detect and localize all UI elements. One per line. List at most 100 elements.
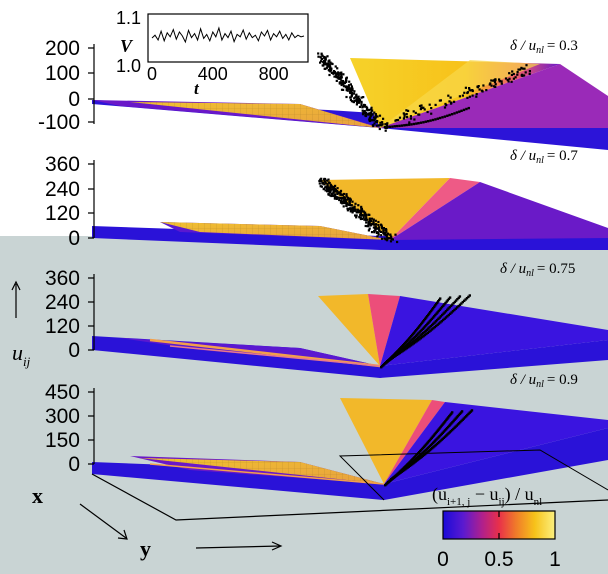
scatter-point	[341, 196, 344, 199]
surface-mesh	[140, 458, 384, 484]
scatter-point	[398, 124, 401, 128]
scatter-point	[373, 229, 376, 233]
scatter-point	[351, 200, 354, 203]
scatter-point	[422, 332, 425, 335]
scatter-point	[353, 205, 356, 209]
scatter-point	[324, 56, 327, 59]
scatter-point	[440, 320, 443, 323]
scatter-point	[391, 356, 394, 359]
scatter-point	[409, 342, 412, 346]
colorbar-tick: 1	[549, 548, 561, 571]
scatter-point	[372, 116, 376, 119]
scatter-point	[351, 211, 354, 214]
scatter-point	[320, 179, 323, 183]
scatter-point	[490, 79, 493, 82]
z-tick: -100	[38, 111, 80, 134]
scatter-point	[372, 220, 375, 223]
scatter-point	[319, 61, 322, 64]
scatter-point	[422, 320, 425, 323]
scatter-point	[409, 344, 413, 347]
scatter-point	[374, 114, 378, 117]
scatter-point	[367, 113, 370, 116]
z-tick: 120	[45, 315, 80, 338]
scatter-point	[342, 83, 345, 86]
scatter-point	[465, 107, 468, 111]
scatter-point	[360, 205, 363, 208]
scatter-point	[339, 196, 342, 199]
scatter-point	[326, 190, 329, 193]
scatter-point	[333, 193, 337, 196]
scatter-point	[349, 204, 352, 207]
scatter-point	[408, 345, 411, 348]
scatter-point	[326, 64, 329, 67]
scatter-point	[351, 93, 354, 96]
scatter-point	[323, 67, 326, 70]
scatter-point	[431, 118, 435, 122]
scatter-point	[335, 79, 338, 82]
scatter-point	[418, 104, 422, 108]
scatter-point	[336, 190, 339, 193]
scatter-point	[319, 185, 322, 188]
scatter-point	[406, 466, 409, 469]
scatter-point	[323, 59, 326, 62]
scatter-point	[326, 179, 329, 182]
scatter-point	[377, 231, 380, 235]
z-axis-ticks-4	[88, 391, 94, 465]
scatter-point	[408, 121, 411, 124]
scatter-point	[354, 208, 357, 211]
scatter-point	[323, 55, 326, 59]
scatter-point	[407, 338, 410, 341]
scatter-point	[325, 63, 328, 66]
scatter-point	[369, 112, 372, 115]
scatter-point	[387, 359, 390, 362]
scatter-point	[345, 202, 348, 205]
scatter-point	[358, 97, 361, 101]
scatter-point	[354, 202, 357, 205]
scatter-point	[397, 118, 400, 122]
scatter-point	[465, 297, 469, 300]
scatter-point	[360, 103, 363, 107]
scatter-point	[458, 295, 462, 298]
scatter-point	[423, 333, 427, 337]
scatter-point	[382, 227, 385, 230]
scatter-point	[365, 108, 368, 111]
scatter-point	[448, 306, 451, 309]
scatter-point	[421, 335, 424, 339]
scatter-point	[430, 309, 433, 313]
scatter-point	[355, 216, 358, 219]
scatter-point	[440, 424, 443, 428]
scatter-point	[447, 416, 450, 419]
scatter-point	[394, 354, 397, 357]
scatter-point	[447, 297, 451, 301]
scatter-point	[355, 99, 358, 102]
scatter-point	[348, 200, 352, 203]
scatter-point	[350, 207, 353, 210]
scatter-point	[329, 69, 332, 72]
scatter-point	[454, 299, 458, 302]
scatter-point	[403, 115, 406, 118]
scatter-point	[342, 85, 345, 88]
scatter-point	[449, 304, 453, 308]
scatter-point	[368, 213, 371, 216]
scatter-point	[373, 117, 377, 120]
scatter-point	[414, 338, 417, 341]
scatter-point	[352, 101, 355, 104]
scatter-point	[334, 187, 337, 190]
scatter-point	[386, 232, 389, 235]
scatter-point	[363, 218, 366, 221]
scatter-point	[490, 84, 493, 87]
scatter-point	[514, 76, 517, 79]
scatter-point	[335, 72, 338, 75]
scatter-point	[342, 73, 345, 76]
scatter-point	[405, 109, 408, 112]
scatter-point	[367, 229, 370, 232]
z-tick: 0	[68, 227, 80, 250]
scatter-point	[339, 77, 342, 80]
y-axis-label: y	[140, 536, 151, 561]
scatter-point	[338, 191, 341, 194]
scatter-point	[419, 121, 423, 124]
scatter-point	[450, 422, 453, 425]
scatter-point	[317, 52, 320, 55]
scatter-point	[419, 324, 422, 327]
